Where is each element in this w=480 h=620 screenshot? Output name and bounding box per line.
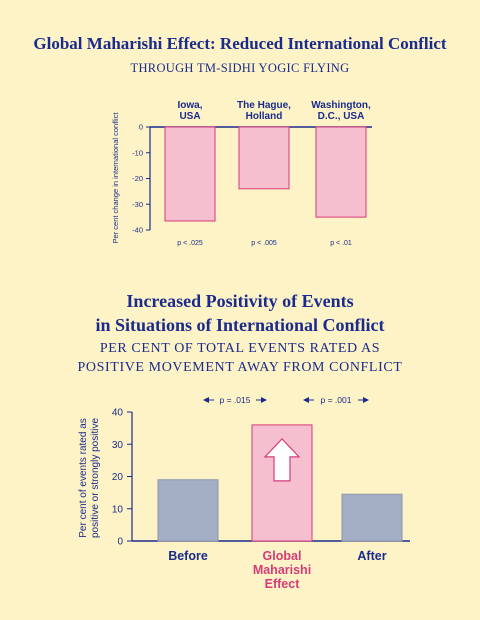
- chart2-y-tick-label: 20: [112, 472, 124, 483]
- chart1-bar: [164, 126, 216, 222]
- chart2-title-line-2: in Situations of International Conflict: [95, 315, 385, 335]
- chart1-y-axis-label: Per cent change in international conflic…: [111, 112, 120, 244]
- chart1-bar: [238, 126, 290, 190]
- chart2-p-value: p = .001: [321, 395, 352, 405]
- chart2-y-axis-label-line: Per cent of events rated as: [78, 418, 89, 538]
- chart1-subtitle: THROUGH TM-SIDHI YOGIC FLYING: [130, 61, 350, 75]
- chart2-bar: [341, 493, 403, 542]
- chart1-category-label: Iowa,: [177, 100, 202, 111]
- chart1-p-value: p < .01: [330, 240, 352, 247]
- chart2-bar: [157, 479, 219, 542]
- chart1-y-tick-label: -20: [132, 174, 143, 183]
- chart1-y-tick-label: 0: [139, 123, 143, 132]
- arrow-right-icon: [363, 397, 369, 403]
- chart1-title: Global Maharishi Effect: Reduced Interna…: [33, 34, 447, 53]
- chart2-subtitle-line-2: POSITIVE MOVEMENT AWAY FROM CONFLICT: [77, 360, 403, 375]
- chart1-y-tick-label: -40: [132, 226, 143, 235]
- chart2-y-tick-label: 40: [112, 408, 124, 419]
- chart1-bar: [315, 126, 367, 218]
- chart1-y-tick-label: -10: [132, 148, 143, 157]
- chart2-y-axis-label-line: positive or strongly positive: [90, 418, 101, 538]
- chart2-y-tick-label: 10: [112, 504, 124, 515]
- chart1-category-label: The Hague,: [237, 100, 291, 111]
- chart1-p-value: p < .005: [251, 240, 277, 247]
- chart2-title-line-1: Increased Positivity of Events: [126, 291, 354, 311]
- chart2-title: Increased Positivity of Events in Situat…: [0, 289, 480, 337]
- chart2-category-label: Global: [263, 549, 302, 563]
- chart2-subtitle-line-1: PER CENT OF TOTAL EVENTS RATED AS: [99, 341, 381, 356]
- chart2-y-tick-label: 0: [117, 537, 123, 548]
- up-arrow-icon: [263, 438, 301, 482]
- chart1-p-value: p < .025: [177, 240, 203, 247]
- chart2-category-label: After: [357, 549, 386, 563]
- chart2-category-label: Effect: [265, 577, 301, 591]
- chart1-category-label: D.C., USA: [318, 111, 365, 122]
- chart2-p-value: p = .015: [220, 395, 251, 405]
- chart1-category-label: USA: [179, 111, 200, 122]
- chart1-category-label: Holland: [246, 111, 283, 122]
- arrow-left-icon: [303, 397, 309, 403]
- chart2-subtitle: PER CENT OF TOTAL EVENTS RATED AS POSITI…: [0, 339, 480, 377]
- chart1-y-tick-label: -30: [132, 200, 143, 209]
- arrow-right-icon: [261, 397, 267, 403]
- chart2-category-label: Maharishi: [253, 563, 311, 577]
- chart1-category-label: Washington,: [311, 100, 371, 111]
- chart2-y-tick-label: 30: [112, 440, 124, 451]
- chart2-category-label: Before: [168, 549, 208, 563]
- arrow-left-icon: [203, 397, 209, 403]
